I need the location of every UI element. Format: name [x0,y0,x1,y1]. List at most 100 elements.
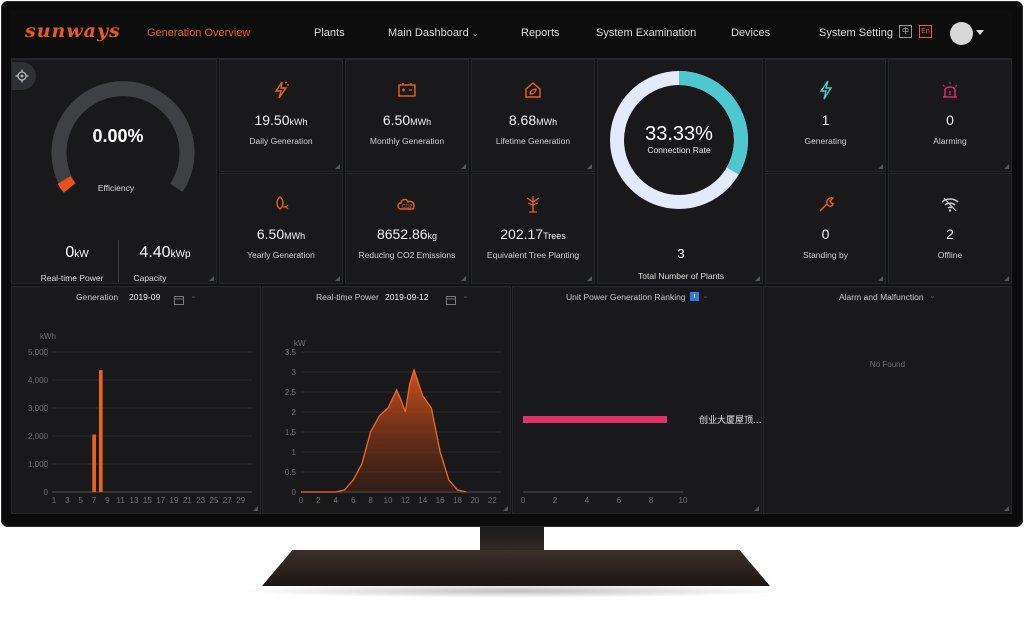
x-tick-label: 9 [105,496,110,505]
x-tick-label: 23 [196,496,205,505]
x-tick-label: 2 [553,496,558,505]
y-tick-label: 3 [292,368,297,377]
nav-plants[interactable]: Plants [314,27,345,39]
y-tick-label: 0 [292,488,297,497]
calendar-icon[interactable] [446,292,456,310]
tree-planting-value: 202.17 [500,226,544,242]
realtime-power-label: Real-time Power [40,273,104,283]
tile-alarming[interactable]: 0 Alarming [888,59,1012,172]
corner-marker [461,276,466,281]
lang-en-button[interactable]: En [919,25,932,38]
monthly-generation-readout: 6.50MWh [346,112,468,128]
x-tick-label: 22 [488,496,497,505]
x-tick-label: 15 [143,496,152,505]
x-tick-label: 0 [299,496,304,505]
yearly-generation-unit: MWh [284,231,306,241]
nav-system-examination[interactable]: System Examination [596,27,697,39]
nav-devices[interactable]: Devices [731,27,771,39]
plug-leaf-icon [271,194,291,219]
tree-planting-unit: Trees [543,231,566,241]
alarming-label: Alarming [933,136,967,146]
realtime-date-field[interactable]: 2019-09-12 [385,292,429,302]
info-badge-icon[interactable]: i [690,292,699,301]
realtime-power-readout: 0kW [32,244,122,262]
avatar-menu-caret-icon[interactable] [976,30,984,35]
corner-marker [1004,506,1009,511]
co2-readout: 8652.86kg [346,226,468,242]
connection-rate-label: Connection Rate [647,145,711,155]
brand-logo[interactable]: sunways [25,20,121,42]
corner-marker [335,276,340,281]
offline-label: Offline [937,250,963,260]
generation-date-field[interactable]: 2019-09 [129,292,161,302]
x-tick-label: 4 [334,496,339,505]
y-tick-label: 0 [44,488,49,497]
x-tick-label: 10 [384,496,393,505]
svg-text:CO2: CO2 [402,204,413,210]
y-tick-label: 2 [292,408,297,417]
monitor-frame: sunways Generation Overview Plants Main … [1,1,1023,527]
corner-marker [253,506,258,511]
generation-bar [92,434,96,492]
top-nav: sunways Generation Overview Plants Main … [11,10,1012,59]
capacity-label: Capacity [133,273,167,283]
standing-by-value: 0 [821,226,830,242]
co2-unit: kg [427,231,438,241]
daily-generation-unit: kWh [289,117,308,127]
y-tick-label: 2,000 [28,432,49,441]
y-tick-label: 0.5 [285,468,297,477]
battery-icon [397,80,417,105]
chevron-down-icon[interactable]: ⌄ [929,291,936,300]
corner-marker [754,506,759,511]
nav-system-setting[interactable]: System Setting [819,27,893,39]
tile-offline[interactable]: 2 Offline [888,173,1012,284]
chevron-down-icon[interactable]: ⌄ [702,291,709,300]
nav-reports[interactable]: Reports [521,27,560,39]
tree-planting-readout: 202.17Trees [472,226,594,242]
alarm-empty-state: No Found [869,360,906,369]
nav-main-dashboard[interactable]: Main Dashboard ⌄ [388,27,478,39]
nav-main-dashboard-label: Main Dashboard [388,27,469,39]
settings-gear-icon[interactable] [12,62,36,90]
monitor-stand-base [262,550,770,586]
efficiency-gauge-fill [57,176,76,193]
x-tick-label: 16 [436,496,445,505]
y-tick-label: 1.5 [285,428,297,437]
generation-y-unit: kWh [40,332,56,341]
nav-generation-overview[interactable]: Generation Overview [147,27,251,39]
connection-rate-value: 33.33% [645,123,713,145]
dashboard-screen: sunways Generation Overview Plants Main … [11,10,1012,514]
yearly-generation-value: 6.50 [256,226,285,242]
lifetime-generation-unit: MWh [536,117,558,127]
x-tick-label: 7 [92,496,97,505]
calendar-icon[interactable] [174,292,184,310]
lightning-bolt-icon [271,80,291,105]
corner-marker [1004,276,1009,281]
x-tick-label: 20 [470,496,479,505]
lang-zh-button[interactable]: 中 [899,25,912,38]
ranking-chart-panel: Unit Power Generation Ranking i ⌄ 0 2 4 6 8 1… [512,286,762,514]
x-tick-label: 8 [649,496,654,505]
connection-ring [610,71,748,209]
realtime-chart-title: Real-time Power [316,292,379,302]
x-tick-label: 18 [453,496,462,505]
x-tick-label: 0 [521,496,526,505]
chevron-down-icon[interactable]: ⌄ [190,291,197,300]
connection-ring-fill [610,71,748,209]
capacity-readout: 4.40kWp [120,244,210,262]
realtime-area-line [301,367,467,493]
tile-generating[interactable]: 1 Generating [765,59,886,172]
avatar[interactable] [950,22,973,45]
x-tick-label: 4 [585,496,590,505]
tile-standing-by[interactable]: 0 Standing by [765,173,886,284]
realtime-power-value: 0 [65,244,75,261]
chevron-down-icon[interactable]: ⌄ [462,291,469,300]
x-tick-label: 27 [223,496,232,505]
total-plants-value: 3 [677,246,685,261]
x-tick-label: 25 [210,496,219,505]
corner-marker [1004,164,1009,169]
x-tick-label: 13 [130,496,139,505]
lifetime-generation-label: Lifetime Generation [495,136,571,146]
chevron-down-icon: ⌄ [471,29,479,38]
yearly-generation-label: Yearly Generation [247,250,315,260]
